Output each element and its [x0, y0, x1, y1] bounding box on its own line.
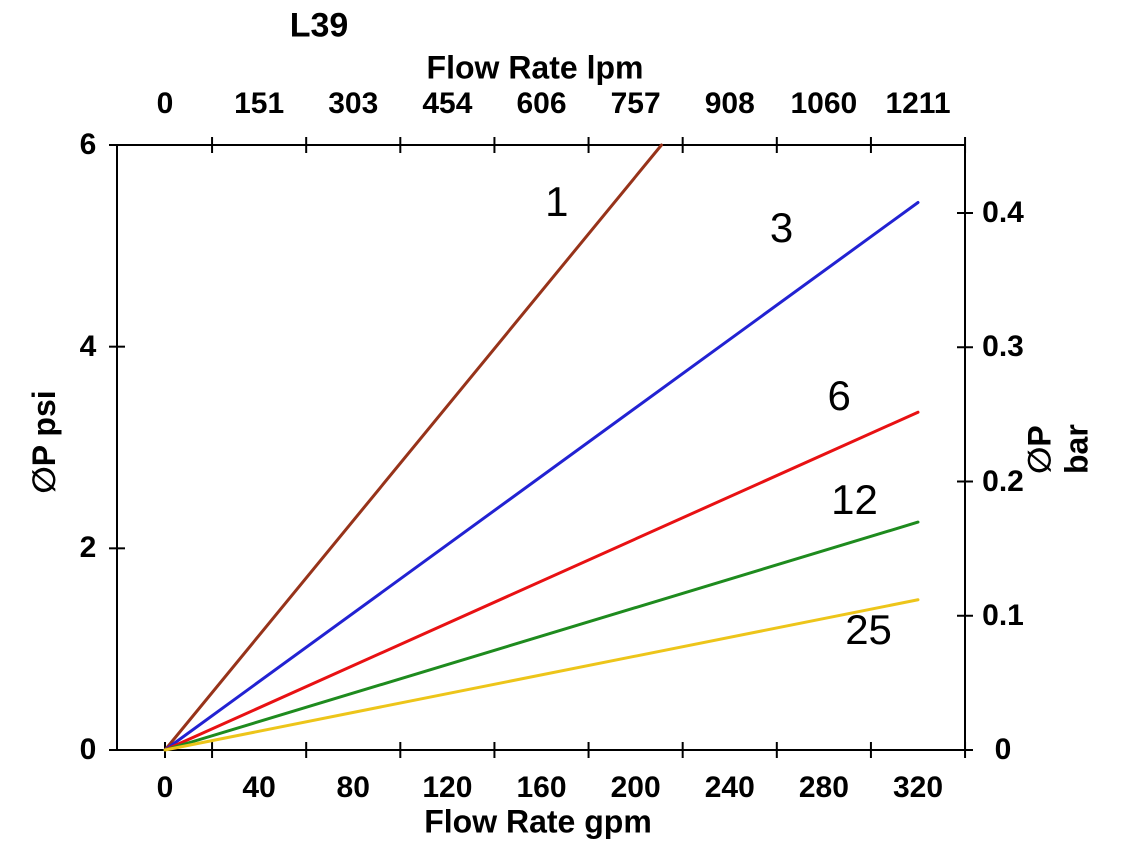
series-line-3	[163, 200, 920, 752]
top-tick-label-606: 606	[516, 87, 567, 120]
left-tick-label-4: 4	[79, 329, 97, 363]
bottom-tick-label-280: 280	[798, 771, 849, 804]
right-tick-label-0.2: 0.2	[982, 464, 1024, 498]
left-tick-label-2: 2	[79, 531, 97, 565]
bottom-tick-label-80: 80	[336, 771, 370, 804]
top-tick-label-303: 303	[328, 87, 379, 120]
bottom-axis-title: Flow Rate gpm	[424, 803, 652, 840]
series-line-1	[163, 143, 664, 752]
bottom-tick-label-200: 200	[610, 771, 661, 804]
top-tick-label-454: 454	[422, 87, 473, 120]
top-tick-label-151: 151	[234, 87, 285, 120]
plot-frame	[116, 144, 966, 751]
series-line-12	[163, 520, 920, 752]
series-label-6: 6	[827, 372, 851, 420]
bottom-tick-label-0: 0	[156, 771, 174, 804]
bottom-tick-label-40: 40	[242, 771, 276, 804]
series-line-6	[163, 410, 920, 752]
series-label-12: 12	[831, 475, 878, 523]
top-tick-label-1060: 1060	[790, 87, 858, 120]
series-label-1: 1	[545, 178, 569, 226]
right-tick-label-0: 0	[994, 733, 1012, 766]
series-line-25	[163, 598, 920, 752]
left-tick-label-6: 6	[79, 128, 97, 161]
bottom-tick-label-120: 120	[422, 771, 473, 804]
bottom-tick-label-320: 320	[892, 771, 944, 804]
top-tick-label-1211: 1211	[885, 87, 951, 120]
bottom-tick-label-160: 160	[516, 771, 567, 804]
right-tick-label-0.1: 0.1	[982, 598, 1024, 632]
left-tick-label-0: 0	[79, 733, 97, 766]
top-tick-label-908: 908	[704, 87, 755, 120]
right-tick-label-0.3: 0.3	[982, 330, 1024, 364]
bottom-tick-label-240: 240	[704, 771, 755, 804]
right-tick-label-0.4: 0.4	[982, 196, 1024, 229]
series-label-3: 3	[769, 203, 794, 251]
top-tick-label-0: 0	[156, 87, 174, 120]
top-axis-title: Flow Rate lpm	[426, 49, 644, 86]
series-label-25: 25	[845, 606, 892, 653]
top-tick-label-757: 757	[610, 87, 661, 120]
chart-title: L39	[289, 6, 349, 45]
